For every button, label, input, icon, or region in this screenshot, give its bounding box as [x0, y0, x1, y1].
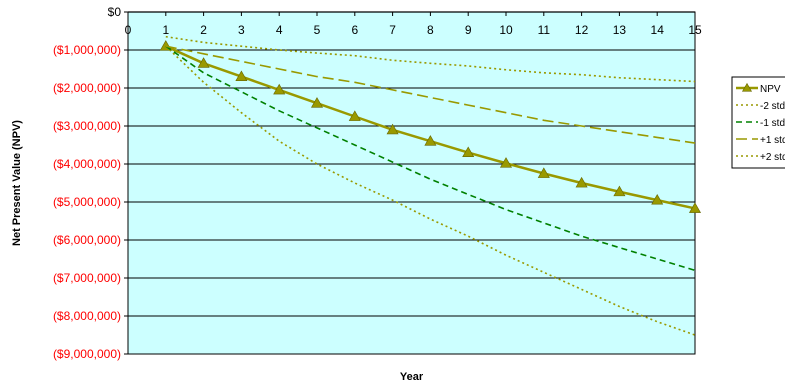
legend-label: -2 std: [760, 101, 785, 112]
data-point: [688, 202, 702, 213]
data-point: [386, 123, 399, 135]
x-tick-label: 13: [613, 23, 627, 37]
x-tick-label: 11: [538, 23, 551, 37]
data-point: [499, 157, 513, 168]
x-tick-label: 6: [351, 23, 358, 37]
y-tick-label: ($6,000,000): [53, 233, 121, 247]
y-tick-label: ($7,000,000): [53, 271, 121, 285]
series-lines: [159, 35, 702, 336]
data-point: [310, 97, 324, 108]
series-line: [165, 45, 696, 336]
y-tick-label: ($1,000,000): [53, 43, 121, 57]
series-2-std: [165, 45, 696, 336]
y-tick-label: ($8,000,000): [53, 309, 121, 323]
y-tick-label: ($2,000,000): [53, 81, 121, 95]
x-axis-title: Year: [400, 371, 424, 383]
x-tick-label: 8: [427, 23, 434, 37]
data-point: [424, 135, 437, 146]
data-point: [235, 70, 248, 82]
legend-item: +2 std: [736, 152, 785, 163]
y-tick-label: ($9,000,000): [53, 347, 121, 361]
y-tick-label: $0: [108, 5, 122, 19]
legend-marker: [741, 82, 753, 92]
y-tick-label: ($3,000,000): [53, 119, 121, 133]
data-point: [537, 167, 550, 178]
x-tick-label: 7: [389, 23, 396, 37]
series-npv: [159, 40, 702, 213]
y-axis: $0 ($1,000,000) ($2,000,000) ($3,000,000) ($…: [53, 5, 128, 361]
data-point: [651, 193, 664, 205]
x-tick-label: 1: [162, 23, 169, 37]
data-point: [348, 110, 361, 121]
x-tick-label: 4: [276, 23, 283, 37]
data-point: [273, 83, 286, 95]
x-tick-label: 15: [688, 23, 702, 37]
data-point: [197, 57, 210, 68]
legend-label: +1 std: [760, 135, 785, 146]
legend-item: +1 std: [736, 135, 785, 146]
y-tick-label: ($5,000,000): [53, 195, 121, 209]
y-axis-title: Net Present Value (NPV): [11, 120, 23, 246]
series-line: [165, 35, 696, 83]
series-2-std: [165, 35, 696, 83]
data-point: [462, 146, 475, 158]
data-point: [613, 185, 626, 197]
series-1-std: [165, 45, 696, 272]
legend-label: -1 std: [760, 118, 785, 129]
legend-item: -2 std: [736, 101, 785, 112]
data-point: [575, 176, 588, 188]
x-tick-label: 5: [314, 23, 321, 37]
x-tick-label: 10: [499, 23, 513, 37]
x-tick-label: 0: [125, 23, 132, 37]
legend-item: -1 std: [736, 118, 785, 129]
legend-item: NPV: [736, 82, 781, 95]
series-1-std: [165, 45, 696, 144]
x-axis: 0 1 2 3 4 5 6 7 8 9 10 11 12 13 14 15: [125, 11, 702, 37]
legend-label: +2 std: [760, 152, 785, 163]
x-tick-label: 2: [200, 23, 207, 37]
y-tick-label: ($4,000,000): [53, 157, 121, 171]
series-line: [165, 45, 696, 144]
legend: NPV -2 std -1 std +1 std +2 std: [731, 76, 785, 169]
x-tick-label: 12: [575, 23, 589, 37]
x-tick-label: 9: [465, 23, 472, 37]
x-tick-label: 3: [238, 23, 245, 37]
series-line: [165, 45, 696, 272]
legend-label: NPV: [760, 84, 781, 95]
x-tick-label: 14: [651, 23, 665, 37]
